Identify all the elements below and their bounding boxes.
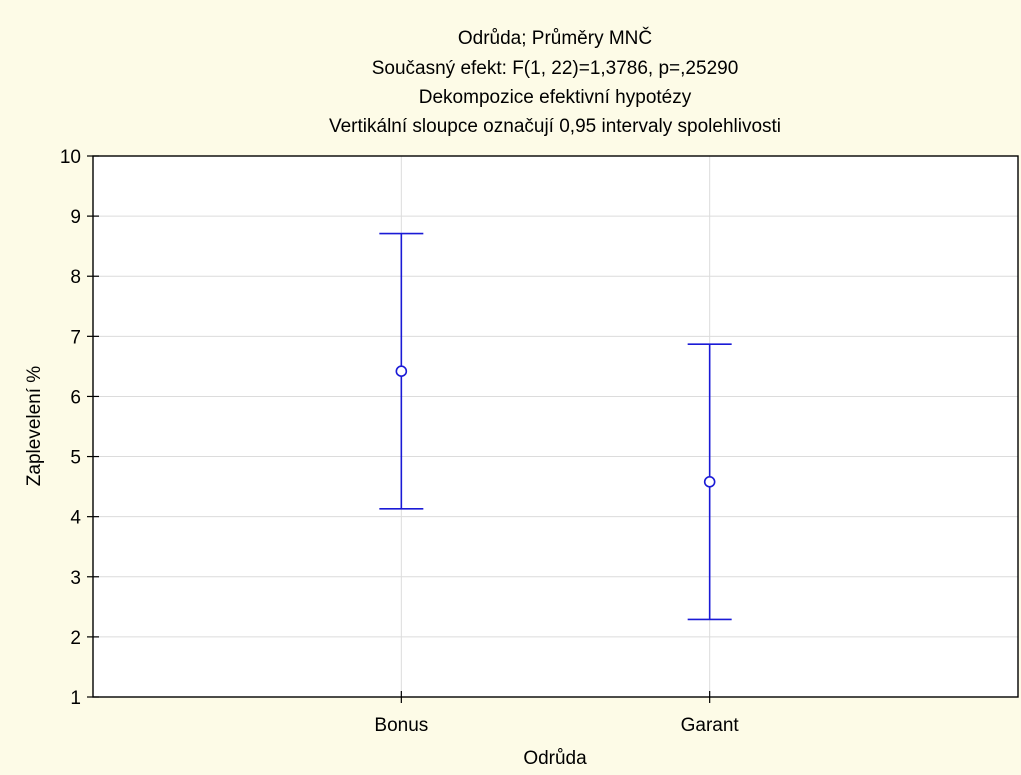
y-tick-label: 8 bbox=[70, 267, 81, 288]
chart-title-line-4: Vertikální sloupce označují 0,95 interva… bbox=[329, 116, 781, 137]
y-tick-label: 9 bbox=[70, 207, 81, 228]
chart-title-line-1: Odrůda; Průměry MNČ bbox=[458, 27, 652, 49]
y-tick-label: 5 bbox=[70, 448, 81, 469]
series-means-ci bbox=[379, 232, 732, 621]
mean-point bbox=[703, 476, 716, 488]
y-tick-label: 10 bbox=[60, 147, 81, 168]
y-tick-label: 4 bbox=[70, 508, 81, 529]
chart-title: Odrůda; Průměry MNČ Současný efekt: F(1,… bbox=[329, 27, 781, 137]
mean-point bbox=[395, 365, 408, 377]
x-axis-title: Odrůda bbox=[523, 748, 587, 769]
y-tick-label: 7 bbox=[70, 327, 81, 348]
y-axis-ticks: 1 2 3 4 5 6 7 8 9 10 bbox=[60, 147, 99, 709]
chart-title-line-3: Dekompozice efektivní hypotézy bbox=[419, 87, 692, 108]
y-tick-label: 2 bbox=[70, 628, 81, 649]
chart-title-line-2: Současný efekt: F(1, 22)=1,3786, p=,2529… bbox=[372, 58, 739, 79]
y-tick-label: 3 bbox=[70, 568, 81, 589]
plot-area bbox=[93, 156, 1018, 697]
y-axis-title: Zaplevelení % bbox=[24, 366, 45, 487]
x-axis-ticks: Bonus Garant bbox=[374, 691, 739, 736]
x-tick-label: Bonus bbox=[374, 715, 428, 736]
y-tick-label: 6 bbox=[70, 387, 81, 408]
y-tick-label: 1 bbox=[70, 688, 81, 709]
x-tick-label: Garant bbox=[681, 715, 740, 736]
plot-frame bbox=[92, 155, 1019, 698]
